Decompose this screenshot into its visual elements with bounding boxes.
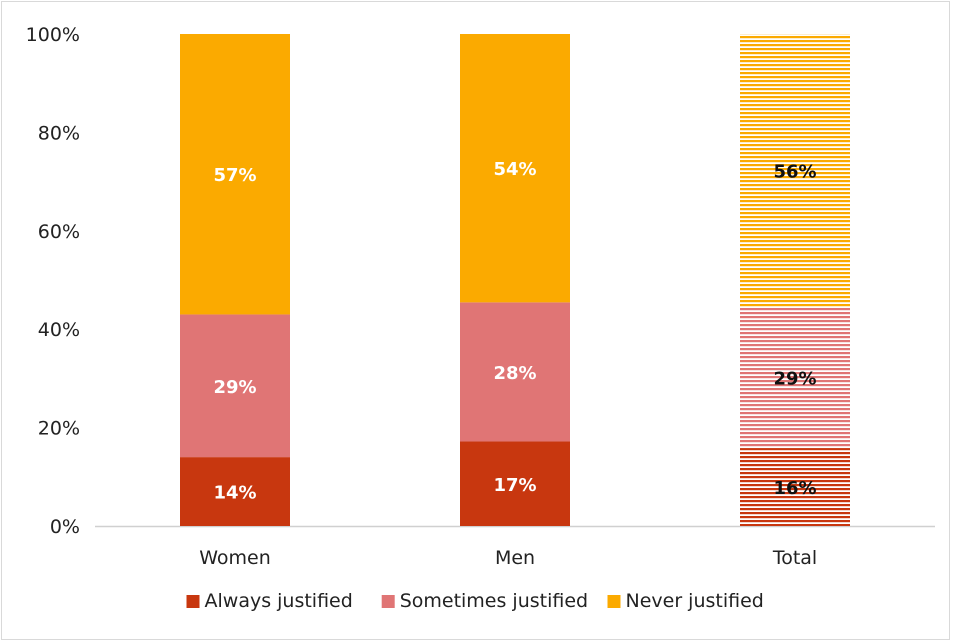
data-label: 54% — [493, 159, 536, 180]
y-tick-label: 60% — [38, 221, 80, 243]
legend-swatch — [381, 595, 395, 608]
data-label: 29% — [213, 377, 256, 398]
legend-item: Sometimes justified — [381, 590, 588, 612]
bar-segment — [740, 306, 850, 449]
legend-label: Sometimes justified — [400, 590, 588, 612]
data-label: 29% — [773, 368, 816, 389]
y-tick-label: 20% — [38, 418, 80, 440]
x-category-label: Men — [495, 547, 535, 569]
data-label: 16% — [773, 478, 816, 499]
y-tick-label: 100% — [26, 24, 80, 46]
bar-segment — [460, 34, 570, 303]
x-axis: Women Men Total — [95, 525, 935, 569]
data-label: 17% — [493, 475, 536, 496]
bar-segment — [180, 457, 290, 526]
bar-segment — [460, 441, 570, 526]
data-label: 56% — [773, 161, 816, 182]
data-label: 28% — [493, 363, 536, 384]
y-tick-label: 40% — [38, 319, 80, 341]
y-axis: 0% 20% 40% 60% 80% 100% — [26, 24, 80, 538]
bar-segment — [460, 302, 570, 442]
data-labels: 14% 29% 57% 17% 28% 54% 16% 29% 56% — [213, 159, 816, 503]
legend-label: Always justified — [205, 590, 353, 612]
bar-segment — [740, 34, 850, 307]
bar-segment — [180, 34, 290, 315]
legend-swatch — [186, 595, 200, 608]
legend: Always justified Sometimes justified Never… — [186, 590, 764, 612]
bar-segment — [180, 314, 290, 458]
legend-swatch — [607, 595, 621, 608]
legend-item: Always justified — [186, 590, 353, 612]
legend-item: Never justified — [607, 590, 764, 612]
x-category-label: Women — [199, 547, 271, 569]
data-label: 57% — [213, 165, 256, 186]
x-category-label: Total — [772, 547, 817, 569]
y-tick-label: 0% — [50, 516, 80, 538]
legend-label: Never justified — [626, 590, 764, 612]
bar-segment — [740, 448, 850, 526]
bars — [180, 34, 850, 526]
data-label: 14% — [213, 483, 256, 504]
y-tick-label: 80% — [38, 122, 80, 144]
